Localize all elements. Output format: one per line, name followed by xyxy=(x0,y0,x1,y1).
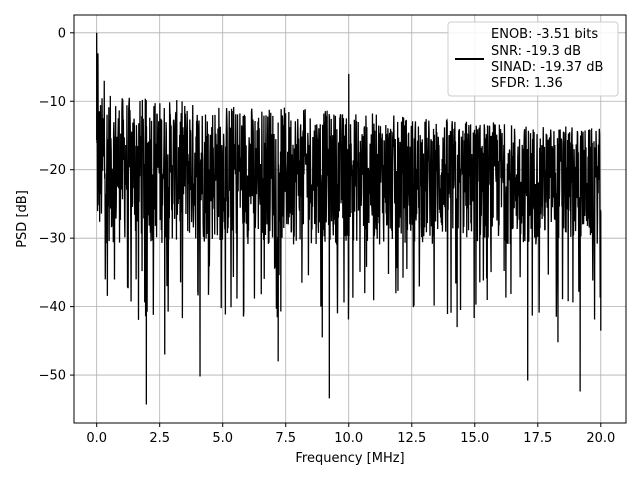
y-tick-label: −20 xyxy=(39,163,66,178)
x-tick-label: 7.5 xyxy=(275,431,296,446)
y-tick-label: −50 xyxy=(39,369,66,384)
x-axis: 0.0 2.5 5.0 7.5 10.0 12.5 15.0 17.5 20.0 xyxy=(86,423,615,446)
legend-sinad: SINAD: -19.37 dB xyxy=(491,60,603,75)
legend-snr: SNR: -19.3 dB xyxy=(491,44,581,59)
y-tick-label: 0 xyxy=(58,26,66,41)
psd-series-line xyxy=(96,32,602,405)
legend-box xyxy=(447,21,619,97)
legend-sfdr: SFDR: 1.36 xyxy=(491,76,563,91)
y-tick-label: −30 xyxy=(39,232,66,247)
psd-trace xyxy=(96,32,602,405)
x-tick-label: 0.0 xyxy=(86,431,107,446)
x-tick-label: 10.0 xyxy=(334,431,363,446)
x-tick-label: 5.0 xyxy=(212,431,233,446)
y-axis-label: PSD [dB] xyxy=(15,190,30,248)
x-tick-label: 20.0 xyxy=(586,431,615,446)
plot-frame xyxy=(73,14,627,424)
x-tick-label: 2.5 xyxy=(149,431,170,446)
x-tick-label: 15.0 xyxy=(460,431,489,446)
x-axis-label: Frequency [MHz] xyxy=(295,451,404,466)
x-tick-label: 12.5 xyxy=(397,431,426,446)
y-tick-label: −40 xyxy=(39,300,66,315)
y-axis: 0 −10 −20 −30 −40 −50 xyxy=(39,26,74,384)
legend-enob: ENOB: -3.51 bits xyxy=(491,27,598,42)
x-tick-label: 17.5 xyxy=(523,431,552,446)
legend: ENOB: -3.51 bits SNR: -19.3 dB SINAD: -1… xyxy=(447,21,619,97)
y-tick-label: −10 xyxy=(39,95,66,110)
